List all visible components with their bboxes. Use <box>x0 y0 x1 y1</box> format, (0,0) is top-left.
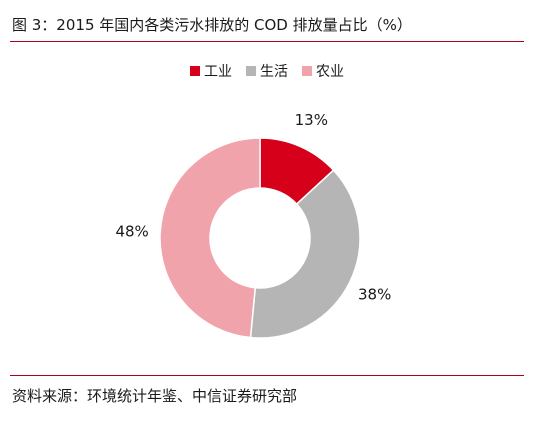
figure-title: 图 3：2015 年国内各类污水排放的 COD 排放量占比（%） <box>12 16 412 34</box>
legend-swatch-domestic <box>246 66 256 76</box>
donut-slice-agriculture <box>159 137 261 339</box>
legend-item-agriculture: 农业 <box>302 61 344 81</box>
source-note: 资料来源：环境统计年鉴、中信证券研究部 <box>12 387 298 405</box>
data-label-agriculture: 48% <box>115 222 148 240</box>
legend-label-domestic: 生活 <box>260 64 288 80</box>
donut-slice-domestic <box>249 169 361 339</box>
legend-item-industry: 工业 <box>190 61 232 81</box>
data-label-industry: 13% <box>295 111 328 129</box>
data-label-domestic: 38% <box>358 285 391 303</box>
legend-item-domestic: 生活 <box>246 61 288 81</box>
title-rule <box>10 41 524 42</box>
legend-swatch-industry <box>190 66 200 76</box>
legend-label-agriculture: 农业 <box>316 64 344 80</box>
legend-swatch-agriculture <box>302 66 312 76</box>
legend-label-industry: 工业 <box>204 64 232 80</box>
source-rule <box>10 375 524 376</box>
legend: 工业 生活 农业 <box>0 61 534 81</box>
